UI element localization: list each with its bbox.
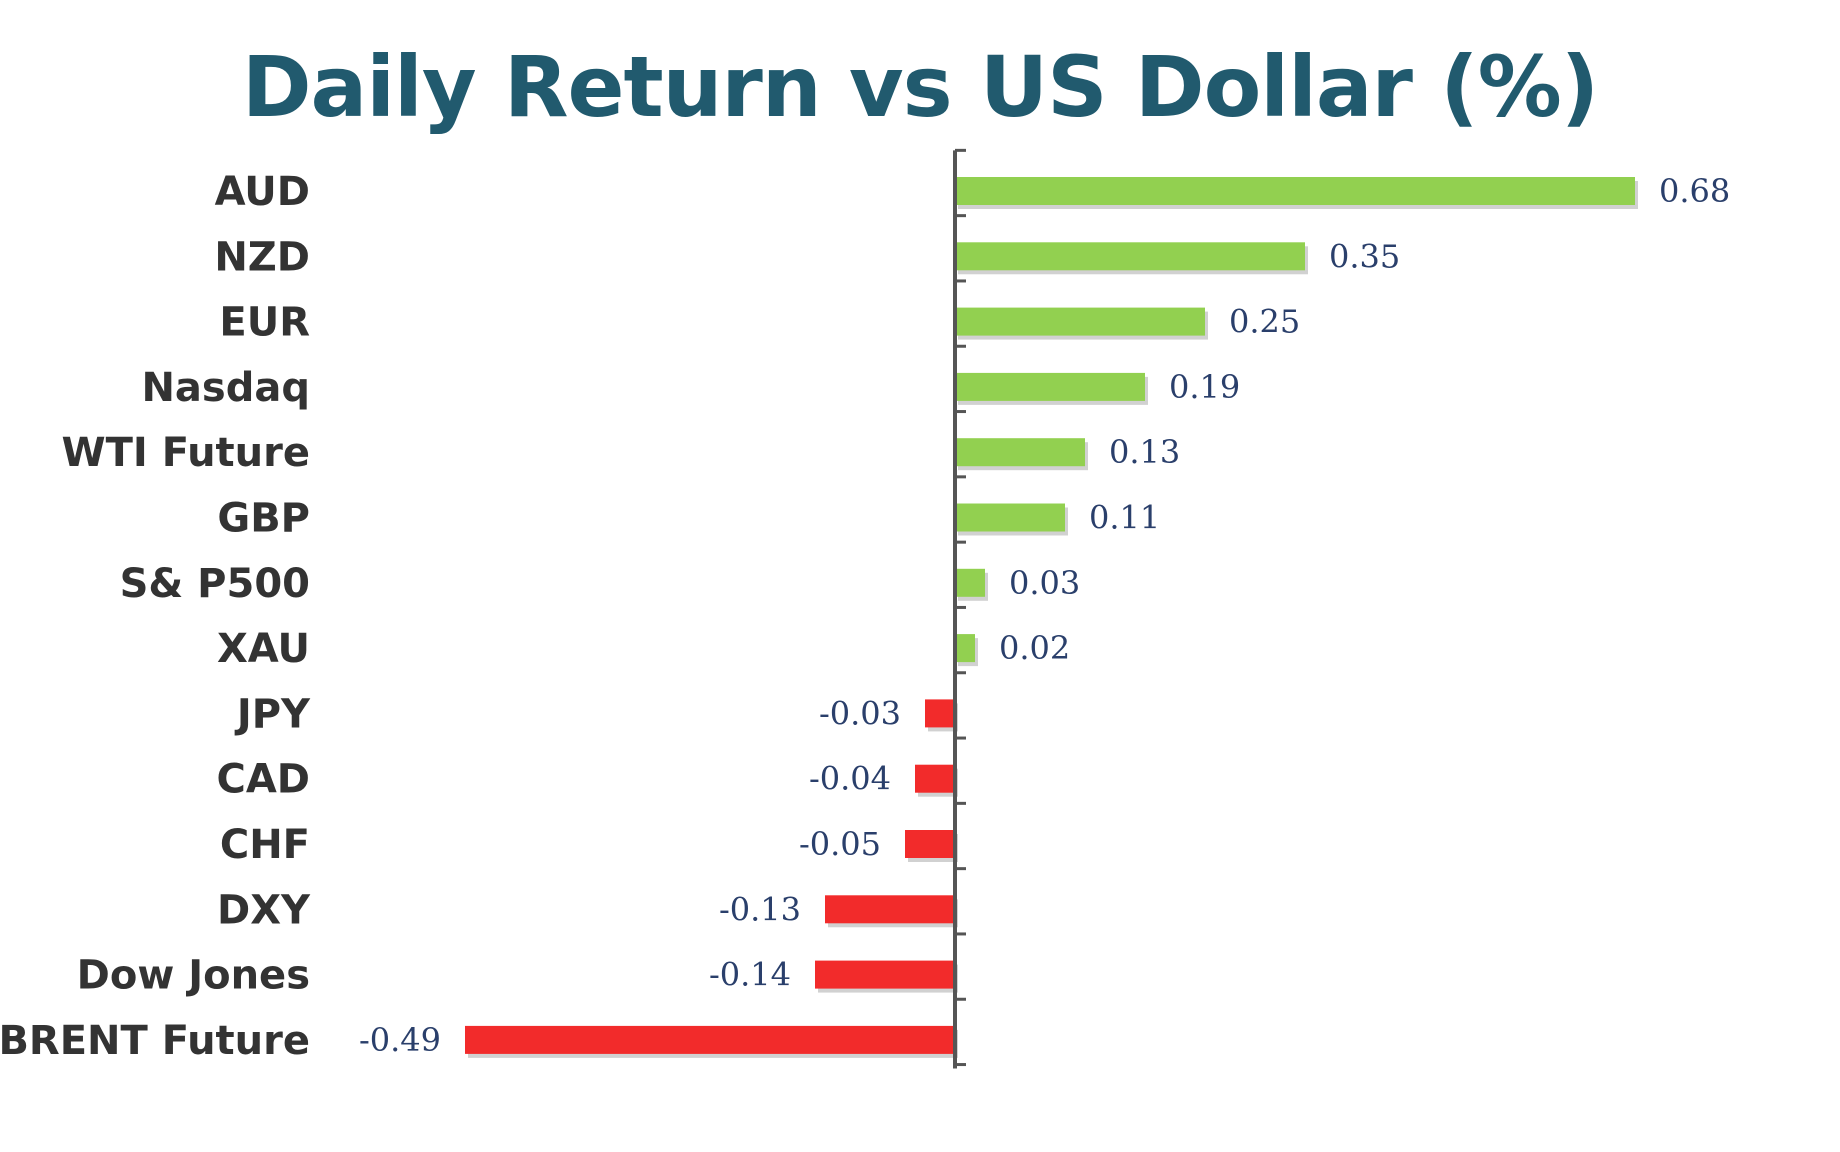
bar-gbp xyxy=(955,503,1065,532)
value-label: 0.03 xyxy=(1009,564,1080,602)
category-label: BRENT Future xyxy=(0,1018,310,1064)
category-label: EUR xyxy=(219,300,310,346)
category-label: S& P500 xyxy=(120,561,310,607)
category-label: Dow Jones xyxy=(77,953,310,999)
bar-s-p500 xyxy=(955,568,985,597)
value-label: -0.14 xyxy=(709,956,791,994)
category-label: CAD xyxy=(216,757,310,803)
bar-chf xyxy=(905,830,955,858)
category-label: AUD xyxy=(215,169,310,215)
bar-eur xyxy=(955,307,1205,336)
bar-brent-future xyxy=(465,1025,955,1054)
bar-nzd xyxy=(955,242,1305,271)
bars-group xyxy=(465,177,1638,1058)
value-label: -0.05 xyxy=(799,825,881,863)
category-label: JPY xyxy=(234,691,311,737)
category-label: NZD xyxy=(214,234,310,280)
value-label: 0.11 xyxy=(1089,499,1160,537)
value-label: -0.04 xyxy=(809,760,891,798)
category-label: CHF xyxy=(220,822,310,868)
value-label: 0.68 xyxy=(1659,172,1730,210)
chart-title: Daily Return vs US Dollar (%) xyxy=(241,38,1599,136)
zero-axis xyxy=(953,148,966,1069)
bar-aud xyxy=(955,177,1635,205)
value-label: 0.35 xyxy=(1329,237,1400,275)
category-label: DXY xyxy=(217,887,311,933)
category-label: GBP xyxy=(217,496,310,542)
bar-xau xyxy=(955,634,975,663)
category-labels: AUD NZD EUR Nasdaq WTI Future GBP S& P500 XAU JP… xyxy=(0,169,311,1064)
bar-dow-jones xyxy=(815,960,955,989)
bar-wti-future xyxy=(955,438,1085,467)
value-label: 0.13 xyxy=(1109,433,1180,471)
category-label: WTI Future xyxy=(62,430,310,476)
value-labels: 0.68 0.35 0.25 0.19 0.13 0.110.03 0.02 -0.03 -0.… xyxy=(359,172,1730,1059)
bar-cad xyxy=(915,764,955,793)
category-label: Nasdaq xyxy=(141,365,310,411)
value-label: 0.02 xyxy=(999,629,1070,667)
value-label: -0.49 xyxy=(359,1021,441,1059)
bar-nasdaq xyxy=(955,372,1145,401)
category-label: XAU xyxy=(217,626,310,672)
bar-dxy xyxy=(825,895,955,924)
value-label: 0.19 xyxy=(1169,368,1240,406)
value-label: 0.25 xyxy=(1229,303,1300,341)
bar-jpy xyxy=(925,699,955,728)
value-label: -0.03 xyxy=(819,694,901,732)
value-label: -0.13 xyxy=(719,890,801,928)
